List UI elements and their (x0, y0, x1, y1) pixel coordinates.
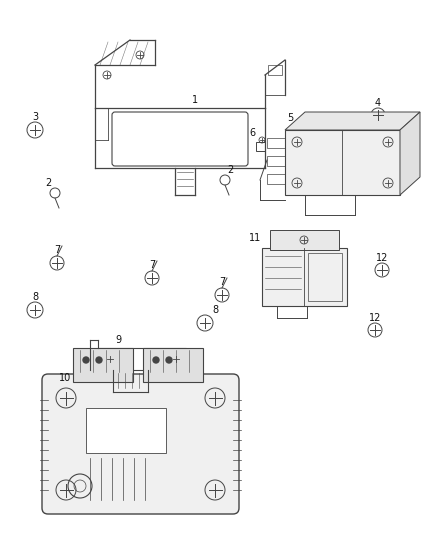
Text: 7: 7 (149, 260, 155, 270)
Bar (86, 408, 166, 453)
Bar (267, 156, 285, 166)
Text: 9: 9 (115, 335, 121, 345)
Circle shape (153, 357, 159, 363)
Bar (262, 248, 347, 306)
Bar (270, 230, 339, 250)
Bar (268, 65, 282, 75)
Text: 12: 12 (369, 313, 381, 323)
Text: 3: 3 (32, 112, 38, 122)
Circle shape (96, 357, 102, 363)
Bar (98, 348, 186, 370)
Bar (285, 130, 400, 195)
Text: 7: 7 (219, 277, 225, 287)
Text: 11: 11 (249, 233, 261, 243)
Text: 10: 10 (59, 373, 71, 383)
Text: 8: 8 (32, 292, 38, 302)
Text: 4: 4 (375, 98, 381, 108)
Circle shape (166, 357, 172, 363)
Polygon shape (285, 112, 420, 130)
FancyBboxPatch shape (42, 374, 239, 514)
Circle shape (83, 357, 89, 363)
Text: 2: 2 (45, 178, 51, 188)
Text: 6: 6 (249, 128, 255, 138)
Text: 2: 2 (227, 165, 233, 175)
Bar (256, 142, 265, 151)
Bar (143, 348, 203, 382)
Bar (308, 253, 342, 301)
Bar (73, 348, 133, 382)
Text: 7: 7 (54, 245, 60, 255)
Text: 12: 12 (376, 253, 388, 263)
Polygon shape (400, 112, 420, 195)
Bar (267, 138, 285, 148)
Bar (267, 174, 285, 184)
Text: 5: 5 (287, 113, 293, 123)
Text: 8: 8 (212, 305, 218, 315)
Text: 1: 1 (192, 95, 198, 105)
